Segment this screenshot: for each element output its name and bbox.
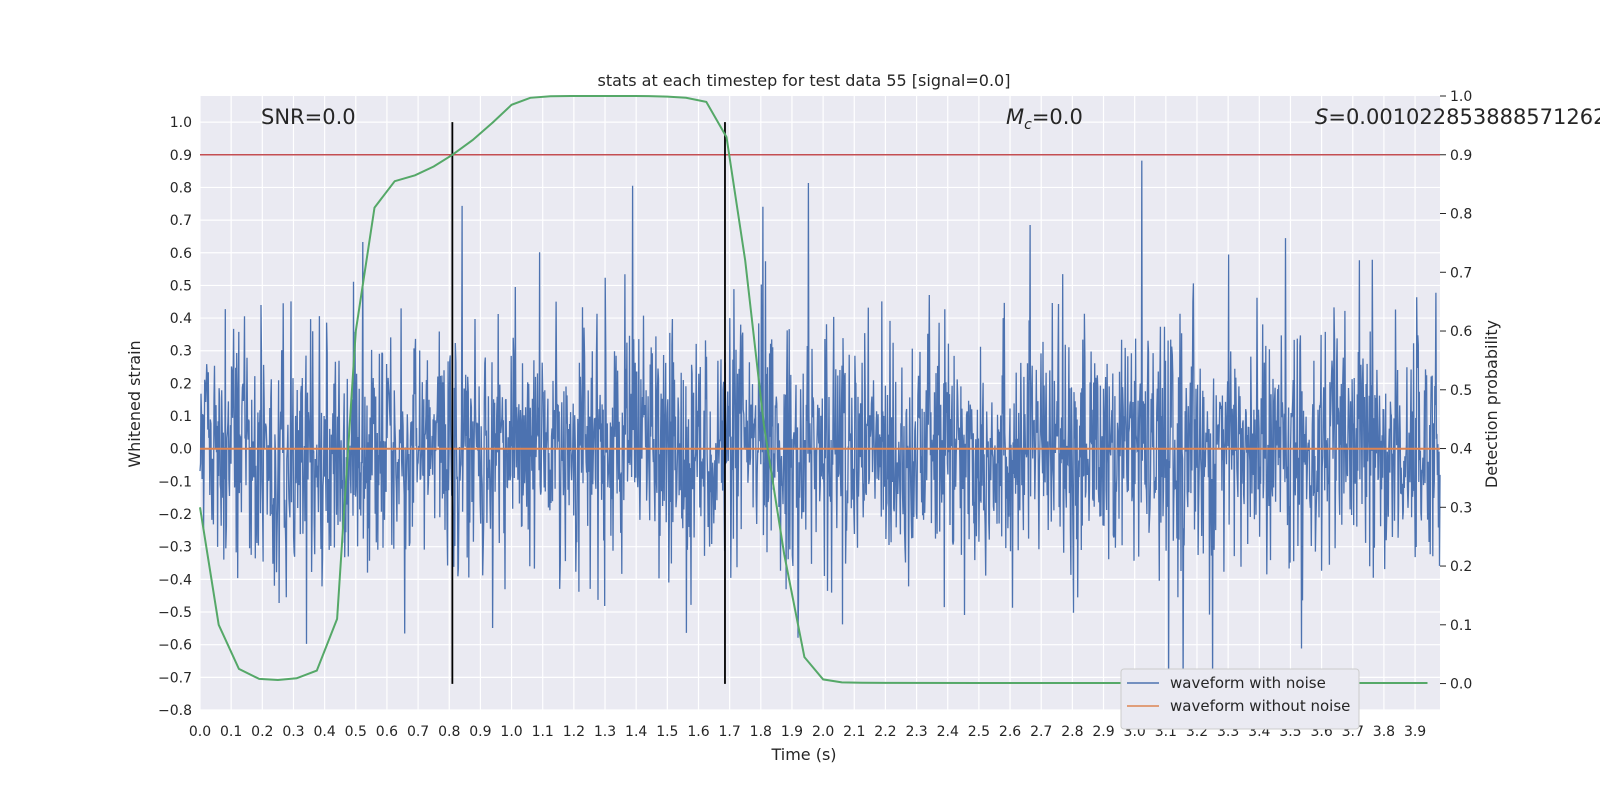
y-left-tick-label: −0.8 bbox=[158, 703, 192, 719]
noise-trace bbox=[199, 160, 1441, 684]
x-tick-label: 2.8 bbox=[1061, 724, 1083, 740]
s-value: =0.0010228538885712624 bbox=[1328, 105, 1600, 129]
y-left-tick-label: −0.7 bbox=[158, 670, 192, 686]
x-tick-label: 0.3 bbox=[282, 724, 304, 740]
series-waveform-with-noise bbox=[199, 160, 1441, 684]
s-symbol: S bbox=[1315, 105, 1328, 129]
x-tick-label: 0.8 bbox=[438, 724, 460, 740]
x-tick-label: 1.2 bbox=[563, 724, 585, 740]
x-tick-label: 2.1 bbox=[843, 724, 865, 740]
x-tick-label: 0.1 bbox=[220, 724, 242, 740]
y-right-tick-label: 0.7 bbox=[1450, 265, 1472, 281]
y-axis-right-label: Detection probability bbox=[1482, 320, 1501, 488]
s-annotation: S=0.0010228538885712624 bbox=[1315, 105, 1600, 129]
y-left-tick-label: 0.9 bbox=[170, 148, 192, 164]
y-right-tick-label: 0.0 bbox=[1450, 677, 1472, 693]
mc-symbol: M bbox=[1006, 105, 1024, 129]
plot-area bbox=[200, 96, 1440, 710]
chirp-mass-annotation: Mc=0.0 bbox=[1006, 105, 1083, 133]
x-tick-label: 2.6 bbox=[999, 724, 1021, 740]
y-left-tick-label: 0.6 bbox=[170, 246, 192, 262]
y-right-tick-label: 1.0 bbox=[1450, 89, 1472, 105]
x-tick-label: 0.9 bbox=[469, 724, 491, 740]
x-tick-label: 0.7 bbox=[407, 724, 429, 740]
y-left-tick-label: 0.4 bbox=[170, 311, 192, 327]
y-left-tick-label: 0.1 bbox=[170, 409, 192, 425]
y-left-tick-label: −0.2 bbox=[158, 507, 192, 523]
y-left-tick-label: 0.5 bbox=[170, 278, 192, 294]
x-tick-label: 1.7 bbox=[719, 724, 741, 740]
y-right-tick-label: 0.2 bbox=[1450, 559, 1472, 575]
x-tick-label: 1.9 bbox=[781, 724, 803, 740]
x-tick-label: 3.8 bbox=[1373, 724, 1395, 740]
mc-value: =0.0 bbox=[1032, 105, 1083, 129]
x-tick-label: 0.4 bbox=[313, 724, 335, 740]
y-right-tick-label: 0.8 bbox=[1450, 207, 1472, 223]
chart-title: stats at each timestep for test data 55 … bbox=[598, 71, 1011, 90]
x-axis-label: Time (s) bbox=[770, 745, 836, 764]
x-tick-label: 0.6 bbox=[376, 724, 398, 740]
y-axis-left-ticks: −0.8 −0.7 −0.6 −0.5 −0.4 −0.3 −0.2 −0.1 0.0 0.1 0.… bbox=[158, 115, 192, 719]
x-tick-label: 1.4 bbox=[625, 724, 647, 740]
marker-lines bbox=[451, 122, 726, 684]
legend: waveform with noise waveform without noi… bbox=[1120, 668, 1360, 730]
series-detection-probability bbox=[199, 95, 1428, 684]
y-right-tick-label: 0.6 bbox=[1450, 324, 1472, 340]
y-axis-left-label: Whitened strain bbox=[125, 340, 144, 467]
x-tick-label: 1.8 bbox=[750, 724, 772, 740]
y-left-tick-label: 0.3 bbox=[170, 344, 192, 360]
x-tick-label: 2.0 bbox=[812, 724, 834, 740]
y-left-tick-label: −0.6 bbox=[158, 638, 192, 654]
y-left-tick-label: −0.1 bbox=[158, 474, 192, 490]
y-axis-right-ticks: 0.0 0.1 0.2 0.3 0.4 0.5 0.6 0.7 0.8 0.9 1.0 bbox=[1440, 89, 1472, 693]
y-right-tick-label: 0.3 bbox=[1450, 500, 1472, 516]
snr-annotation: SNR=0.0 bbox=[261, 105, 356, 129]
y-right-tick-label: 0.9 bbox=[1450, 148, 1472, 164]
x-tick-label: 3.9 bbox=[1404, 724, 1426, 740]
y-left-tick-label: −0.3 bbox=[158, 540, 192, 556]
x-tick-label: 2.2 bbox=[874, 724, 896, 740]
y-right-tick-label: 0.1 bbox=[1450, 618, 1472, 634]
y-left-tick-label: −0.4 bbox=[158, 572, 192, 588]
x-tick-label: 1.3 bbox=[594, 724, 616, 740]
y-left-tick-label: −0.5 bbox=[158, 605, 192, 621]
x-tick-label: 2.5 bbox=[968, 724, 990, 740]
x-tick-label: 1.0 bbox=[500, 724, 522, 740]
x-tick-label: 1.6 bbox=[687, 724, 709, 740]
x-tick-label: 0.5 bbox=[345, 724, 367, 740]
y-left-tick-label: 0.7 bbox=[170, 213, 192, 229]
legend-entry-noise: waveform with noise bbox=[1170, 674, 1326, 692]
y-right-tick-label: 0.5 bbox=[1450, 383, 1472, 399]
y-left-tick-label: 0.0 bbox=[170, 442, 192, 458]
y-right-tick-label: 0.4 bbox=[1450, 442, 1472, 458]
x-tick-label: 2.7 bbox=[1030, 724, 1052, 740]
legend-box bbox=[1120, 668, 1360, 730]
x-tick-label: 0.2 bbox=[251, 724, 273, 740]
x-tick-label: 1.5 bbox=[656, 724, 678, 740]
x-tick-label: 2.4 bbox=[937, 724, 959, 740]
y-left-tick-label: 0.8 bbox=[170, 180, 192, 196]
x-tick-label: 2.9 bbox=[1092, 724, 1114, 740]
y-left-tick-label: 1.0 bbox=[170, 115, 192, 131]
mc-subscript: c bbox=[1024, 117, 1032, 133]
x-tick-label: 2.3 bbox=[905, 724, 927, 740]
x-tick-label: 1.1 bbox=[532, 724, 554, 740]
y-left-tick-label: 0.2 bbox=[170, 376, 192, 392]
x-tick-label: 0.0 bbox=[189, 724, 211, 740]
legend-entry-clean: waveform without noise bbox=[1170, 697, 1350, 715]
